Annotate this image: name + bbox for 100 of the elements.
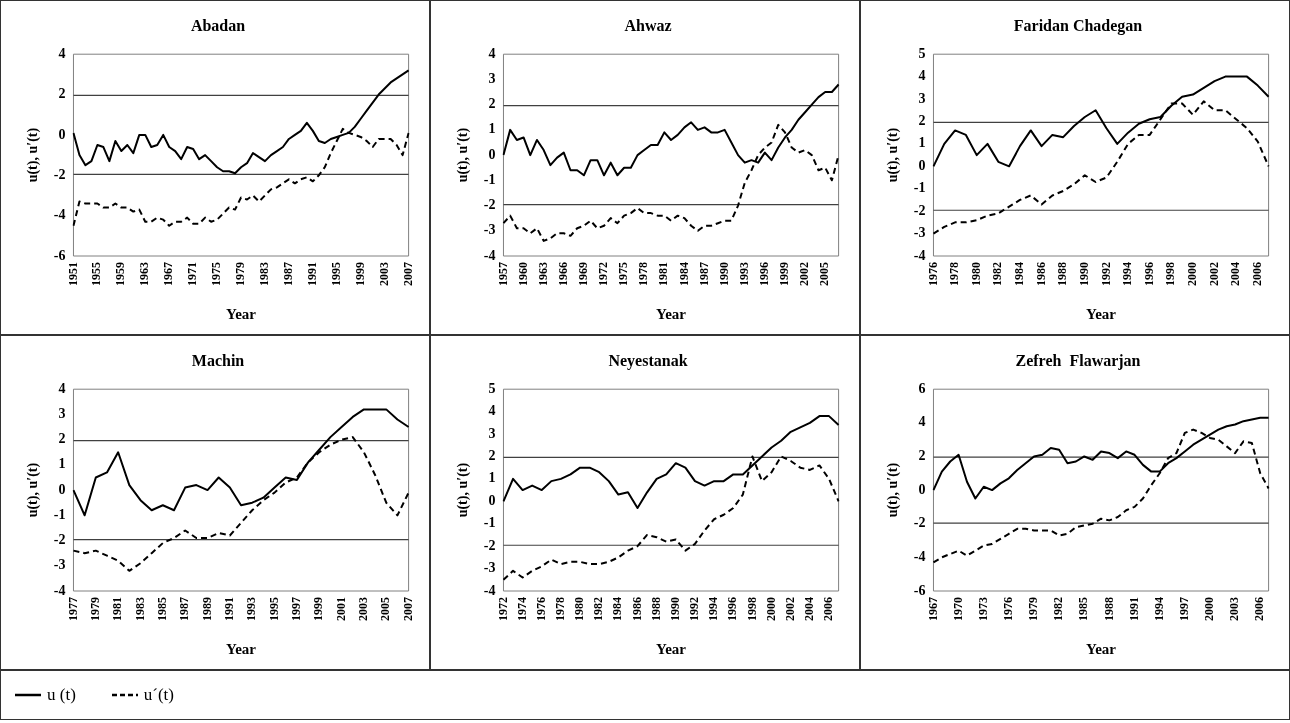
y-tick-label: 0 [918,157,926,173]
x-axis-title: Year [656,640,687,657]
y-tick-label: 4 [918,68,926,84]
y-tick-label: -2 [53,532,66,548]
x-tick-label: 2000 [1185,262,1200,286]
y-tick-label: 4 [58,45,66,61]
x-tick-label: 1959 [113,262,128,286]
x-axis-title: Year [226,640,257,657]
x-tick-label: 1985 [154,597,169,621]
y-tick-label: -4 [53,207,66,223]
y-tick-label: -6 [913,582,926,598]
x-tick-label: 1967 [925,597,940,621]
y-tick-label: 1 [918,135,926,151]
x-tick-label: 2003 [1227,597,1242,621]
y-tick-label: 4 [58,380,66,396]
x-tick-label: 1994 [1151,597,1166,621]
x-tick-label: 1977 [65,597,80,621]
x-tick-label: 1976 [1000,597,1015,621]
y-tick-label: -1 [913,180,926,196]
x-tick-label: 1976 [925,262,940,286]
x-tick-label: 1984 [1012,262,1027,286]
y-axis-title: u(t), u′(t) [455,462,472,518]
y-tick-label: -1 [483,515,496,531]
y-tick-label: -4 [483,582,496,598]
x-tick-label: 1981 [110,597,125,621]
x-tick-label: 1995 [328,262,343,286]
x-tick-label: 1976 [533,597,548,621]
x-tick-label: 1983 [257,262,272,286]
x-tick-label: 2001 [333,597,348,621]
y-tick-label: -1 [53,506,66,522]
y-tick-label: 2 [488,448,496,464]
y-tick-label: 2 [58,431,66,447]
x-tick-label: 1994 [706,597,721,621]
x-tick-label: 1992 [1098,262,1113,286]
y-tick-label: 2 [58,86,66,102]
x-tick-label: 1994 [1120,262,1135,286]
x-tick-label: 2005 [378,597,393,621]
x-tick-label: 2004 [801,597,816,621]
x-tick-label: 1986 [629,597,644,621]
y-tick-label: 1 [58,456,66,472]
y-tick-label: 5 [918,45,926,61]
x-tick-label: 1991 [304,262,319,286]
x-tick-label: 1995 [266,597,281,621]
y-tick-label: -2 [913,515,926,531]
x-tick-label: 1993 [244,597,259,621]
x-axis-title: Year [656,305,687,322]
y-tick-label: 5 [488,380,496,396]
legend-label: u (t) [47,685,76,705]
legend-label: u´(t) [143,685,175,705]
x-tick-label: 1972 [596,262,611,286]
y-tick-label: 3 [918,90,926,106]
y-tick-label: 3 [488,425,496,441]
x-tick-label: 1971 [185,262,200,286]
x-tick-label: 2007 [400,262,415,286]
y-tick-label: -1 [483,171,496,187]
x-tick-label: 2002 [782,597,797,621]
x-tick-label: 1987 [281,262,295,286]
x-tick-label: 1984 [676,262,691,286]
y-tick-label: 2 [488,96,496,112]
x-tick-label: 1998 [1163,262,1178,286]
x-tick-label: 2007 [400,597,415,621]
y-tick-label: -3 [913,225,926,241]
y-tick-label: -4 [913,247,926,263]
y-tick-label: 4 [488,403,496,419]
y-tick-label: 2 [918,113,926,129]
x-tick-label: 1975 [209,262,224,286]
x-tick-label: 1983 [132,597,147,621]
y-tick-label: 0 [488,146,496,162]
x-tick-label: 1999 [352,262,367,286]
x-axis-title: Year [1086,305,1117,322]
y-tick-label: -2 [53,166,66,182]
y-axis-title: u(t), u′(t) [455,127,472,183]
x-tick-label: 1980 [572,597,587,621]
y-tick-label: -3 [483,222,496,238]
x-tick-label: 1989 [199,597,214,621]
x-tick-label: 2002 [1206,262,1221,286]
x-tick-label: 1991 [1126,597,1141,621]
x-tick-label: 2003 [356,597,371,621]
x-tick-label: 1955 [89,262,104,286]
y-axis-title: u(t), u′(t) [885,462,902,518]
x-tick-label: 1979 [1026,597,1041,621]
y-tick-label: 0 [58,481,66,497]
y-tick-label: 0 [918,481,926,497]
x-tick-label: 1987 [696,262,711,286]
chart-title: Abadan [190,16,246,34]
y-tick-label: 0 [488,492,496,508]
x-tick-label: 1990 [716,262,731,286]
y-tick-label: 0 [58,126,66,142]
x-tick-label: 2006 [1249,262,1264,286]
x-tick-label: 1975 [616,262,631,286]
x-tick-label: 1999 [311,597,326,621]
y-tick-label: -2 [483,197,496,213]
y-tick-label: 6 [918,380,926,396]
x-tick-label: 1997 [1176,597,1191,621]
x-tick-label: 1991 [221,597,236,621]
x-tick-label: 1982 [990,262,1005,286]
x-tick-label: 1969 [575,262,590,286]
chart-title: Faridan Chadegan [1013,16,1143,35]
x-tick-label: 1988 [1055,262,1070,286]
x-tick-label: 1963 [137,262,152,286]
